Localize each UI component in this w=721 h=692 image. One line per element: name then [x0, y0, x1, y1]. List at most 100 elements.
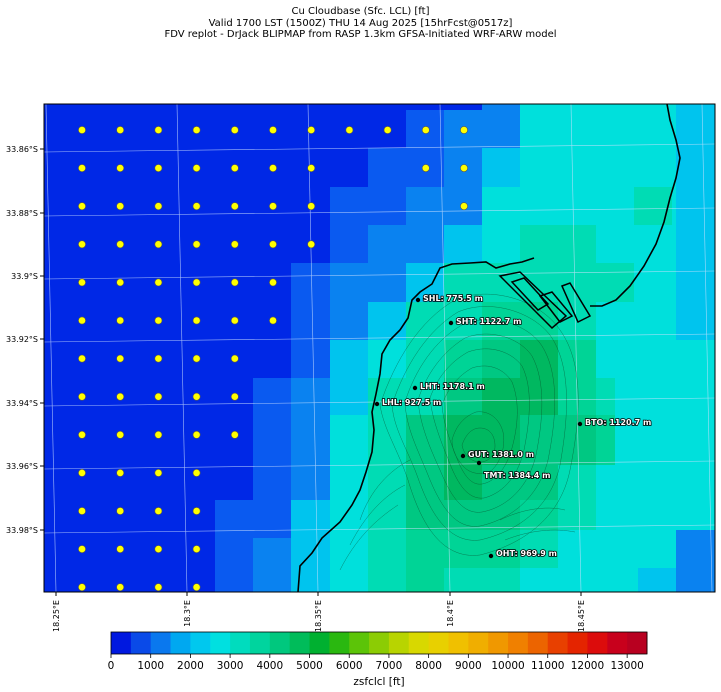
no-cloud-marker [230, 202, 239, 211]
colorbar-cell [527, 632, 549, 654]
colorbar-cell [468, 632, 489, 654]
no-cloud-marker [116, 164, 125, 172]
site-lhl-label: LHL: 927.5 m [382, 398, 441, 407]
no-cloud-marker [78, 507, 86, 515]
colorbar-cell [607, 632, 628, 654]
no-cloud-marker [307, 240, 316, 249]
site-gut-label: GUT: 1381.0 m [468, 450, 534, 459]
no-cloud-marker [154, 164, 163, 172]
title-line-2: Valid 1700 LST (1500Z) THU 14 Aug 2025 [… [208, 17, 513, 29]
no-cloud-marker [307, 126, 316, 134]
colorbar-cell [230, 632, 251, 654]
no-cloud-marker [230, 240, 239, 249]
colorbar-cell [269, 632, 291, 654]
no-cloud-marker [230, 354, 239, 363]
no-cloud-marker [116, 278, 125, 287]
lon-label: 18.3°E [183, 600, 192, 627]
colorbar-tick-label: 3000 [217, 660, 244, 672]
no-cloud-marker [78, 164, 86, 172]
no-cloud-marker [116, 392, 125, 401]
colorbar-cell [130, 632, 152, 654]
no-cloud-marker [192, 392, 201, 401]
no-cloud-marker [78, 392, 86, 401]
colorbar-cell [448, 632, 469, 654]
no-cloud-marker [154, 240, 163, 249]
no-cloud-marker [230, 164, 239, 172]
latitude-axis: 33.86°S 33.88°S 33.9°S 33.92°S 33.94°S 3… [6, 145, 44, 535]
no-cloud-marker [460, 202, 468, 211]
no-cloud-marker [154, 392, 163, 401]
no-cloud-marker [154, 430, 163, 439]
figure-title: Cu Cloudbase (Sfc. LCL) [ft] Valid 1700 … [0, 6, 721, 41]
colorbar-label: zsfclcl [ft] [353, 676, 404, 688]
title-line-3: FDV replot - DrJack BLIPMAP from RASP 1.… [164, 29, 557, 40]
colorbar-cell [408, 632, 430, 654]
no-cloud-marker [116, 507, 125, 515]
site-lht-label: LHT: 1178.1 m [420, 382, 485, 391]
no-cloud-marker [78, 240, 86, 249]
colorbar-tick-label: 5000 [296, 660, 323, 672]
no-cloud-markers [78, 126, 468, 592]
coastline [297, 257, 535, 592]
no-cloud-marker [230, 392, 239, 401]
no-cloud-marker [116, 202, 125, 211]
lat-label: 33.88°S [6, 209, 38, 218]
no-cloud-marker [192, 507, 201, 515]
no-cloud-marker [230, 126, 239, 134]
no-cloud-marker [154, 354, 163, 363]
no-cloud-marker [383, 126, 392, 134]
no-cloud-marker [78, 583, 86, 592]
site-sht-dot [448, 320, 454, 326]
colorbar-tick-label: 8000 [415, 660, 442, 672]
terrain-contours [339, 293, 579, 571]
no-cloud-marker [154, 468, 163, 477]
colorbar-cell [210, 632, 231, 654]
no-cloud-marker [192, 202, 201, 211]
no-cloud-marker [192, 468, 201, 477]
longitude-axis: 18.25°E 18.3°E 18.35°E 18.4°E 18.45°E [52, 592, 586, 632]
site-tmt-dot [476, 460, 482, 466]
colorbar-cells [111, 632, 648, 654]
site-gut-dot [460, 453, 466, 459]
colorbar-cell [388, 632, 410, 654]
colorbar-tick-label: 0 [108, 660, 115, 672]
lat-label: 33.92°S [6, 335, 38, 344]
colorbar-cell [349, 632, 370, 654]
colorbar-tick-label: 11000 [531, 660, 564, 672]
colorbar-cell [190, 632, 211, 654]
map-frame [43, 103, 716, 593]
lat-label: 33.9°S [11, 272, 38, 281]
site-sht-label: SHT: 1122.7 m [456, 317, 521, 326]
no-cloud-marker [269, 316, 277, 325]
no-cloud-marker [116, 430, 125, 439]
title-line-1: Cu Cloudbase (Sfc. LCL) [ft] [291, 6, 430, 17]
site-bto-label: BTO: 1120.7 m [585, 418, 651, 427]
site-oht-label: OHT: 969.9 m [496, 549, 557, 558]
no-cloud-marker [154, 202, 163, 211]
no-cloud-marker [269, 126, 277, 134]
site-lht-dot [412, 385, 418, 391]
no-cloud-marker [78, 354, 86, 363]
east-coastline [590, 104, 681, 307]
no-cloud-marker [154, 278, 163, 287]
colorbar-cell [249, 632, 271, 654]
site-shl-dot [415, 297, 421, 303]
no-cloud-marker [460, 164, 468, 172]
colorbar: 0 1000 2000 3000 4000 5000 6000 7000 8000 9000 100… [108, 631, 648, 688]
no-cloud-marker [78, 126, 86, 134]
no-cloud-marker [116, 240, 125, 249]
no-cloud-marker [78, 545, 86, 553]
no-cloud-marker [192, 240, 201, 249]
site-markers: SHL: 775.5 m SHT: 1122.7 m LHT: 1178.1 m… [374, 293, 652, 559]
lon-label: 18.35°E [314, 600, 323, 632]
no-cloud-marker [116, 468, 125, 477]
colorbar-tick-label: 13000 [610, 660, 643, 672]
colorbar-cell [627, 632, 648, 654]
lat-label: 33.86°S [6, 145, 38, 154]
no-cloud-marker [192, 545, 201, 553]
colorbar-cell [567, 632, 588, 654]
no-cloud-marker [307, 202, 316, 211]
no-cloud-marker [116, 583, 125, 592]
no-cloud-marker [116, 545, 125, 553]
